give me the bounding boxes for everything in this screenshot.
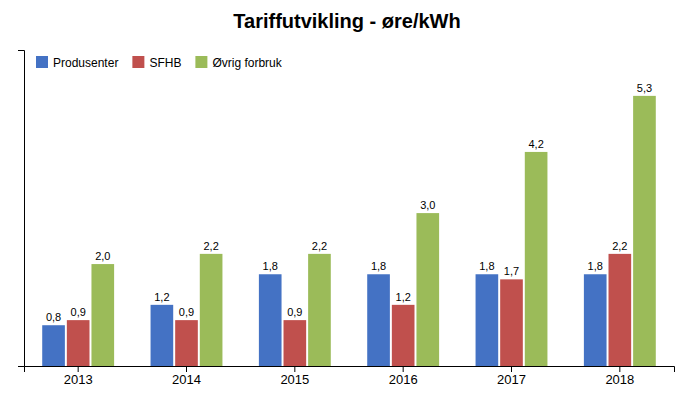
data-label: 1,8 (263, 260, 278, 272)
x-axis: 2013 2014 2015 2016 2017 2018 (25, 366, 675, 387)
x-tick-label: 2018 (605, 372, 634, 387)
bar (151, 305, 174, 366)
data-label: 4,2 (528, 138, 543, 150)
bar (67, 320, 90, 366)
x-tick: 2017 (497, 366, 526, 387)
data-label: 0,9 (287, 306, 302, 318)
bar (392, 305, 415, 366)
data-label: 1,7 (504, 265, 519, 277)
x-tick: 2014 (172, 366, 201, 387)
x-tick-mark (511, 366, 512, 372)
data-label: 3,0 (420, 199, 435, 211)
x-tick-label: 2015 (280, 372, 309, 387)
x-tick-mark (186, 366, 187, 372)
y-axis-line (18, 51, 25, 367)
x-tick-label: 2014 (172, 372, 201, 387)
bar (476, 274, 499, 366)
data-label: 0,8 (46, 311, 61, 323)
bar (525, 152, 548, 366)
bar (416, 213, 439, 366)
bar (584, 274, 607, 366)
legend: Produsenter SFHB Øvrig forbruk (36, 56, 283, 70)
x-tick: 2018 (605, 366, 634, 387)
data-label: 0,9 (179, 306, 194, 318)
bar (500, 279, 523, 366)
plot: 0,8 1,2 1,8 1,8 1,8 1,8 0,9 0,9 0,9 1,2 1,7 2,2 2,0 2… (18, 51, 675, 388)
data-label: 1,2 (396, 291, 411, 303)
bar (367, 274, 390, 366)
legend-item: Produsenter (36, 56, 118, 70)
x-axis-line (25, 367, 675, 373)
y-axis (18, 51, 25, 367)
x-tick: 2016 (389, 366, 418, 387)
bar (609, 254, 632, 366)
legend-label: Øvrig forbruk (212, 56, 282, 70)
data-label: 1,8 (371, 260, 386, 272)
bars (42, 96, 656, 366)
legend-swatch (195, 56, 207, 68)
data-label: 5,3 (637, 82, 652, 94)
x-tick-mark (78, 366, 79, 372)
bar (259, 274, 282, 366)
data-label: 0,9 (71, 306, 86, 318)
bar (91, 264, 114, 366)
data-label: 2,2 (612, 240, 627, 252)
chart: 0,8 1,2 1,8 1,8 1,8 1,8 0,9 0,9 0,9 1,2 1,7 2,2 2,0 2… (0, 0, 694, 398)
x-tick-label: 2016 (389, 372, 418, 387)
data-label: 2,0 (95, 250, 110, 262)
legend-swatch (132, 56, 144, 68)
data-labels: 0,8 1,2 1,8 1,8 1,8 1,8 0,9 0,9 0,9 1,2 1,7 2,2 2,0 2… (46, 82, 652, 323)
title: Tariffutvikling - øre/kWh (233, 10, 460, 32)
x-tick-mark (294, 366, 295, 372)
x-tick: 2013 (64, 366, 93, 387)
data-label: 1,8 (588, 260, 603, 272)
bar (42, 325, 65, 366)
x-tick-mark (403, 366, 404, 372)
legend-label: Produsenter (53, 56, 118, 70)
legend-swatch (36, 56, 48, 68)
x-tick-label: 2017 (497, 372, 526, 387)
data-label: 1,2 (154, 291, 169, 303)
bar (175, 320, 198, 366)
bar (633, 96, 656, 366)
data-label: 2,2 (312, 240, 327, 252)
x-tick: 2015 (280, 366, 309, 387)
data-label: 2,2 (203, 240, 218, 252)
x-tick-mark (619, 366, 620, 372)
bar (308, 254, 331, 366)
bar (284, 320, 307, 366)
bar (200, 254, 223, 366)
legend-item: SFHB (132, 56, 181, 70)
legend-item: Øvrig forbruk (195, 56, 282, 70)
data-label: 1,8 (479, 260, 494, 272)
x-tick-label: 2013 (64, 372, 93, 387)
legend-label: SFHB (149, 56, 181, 70)
